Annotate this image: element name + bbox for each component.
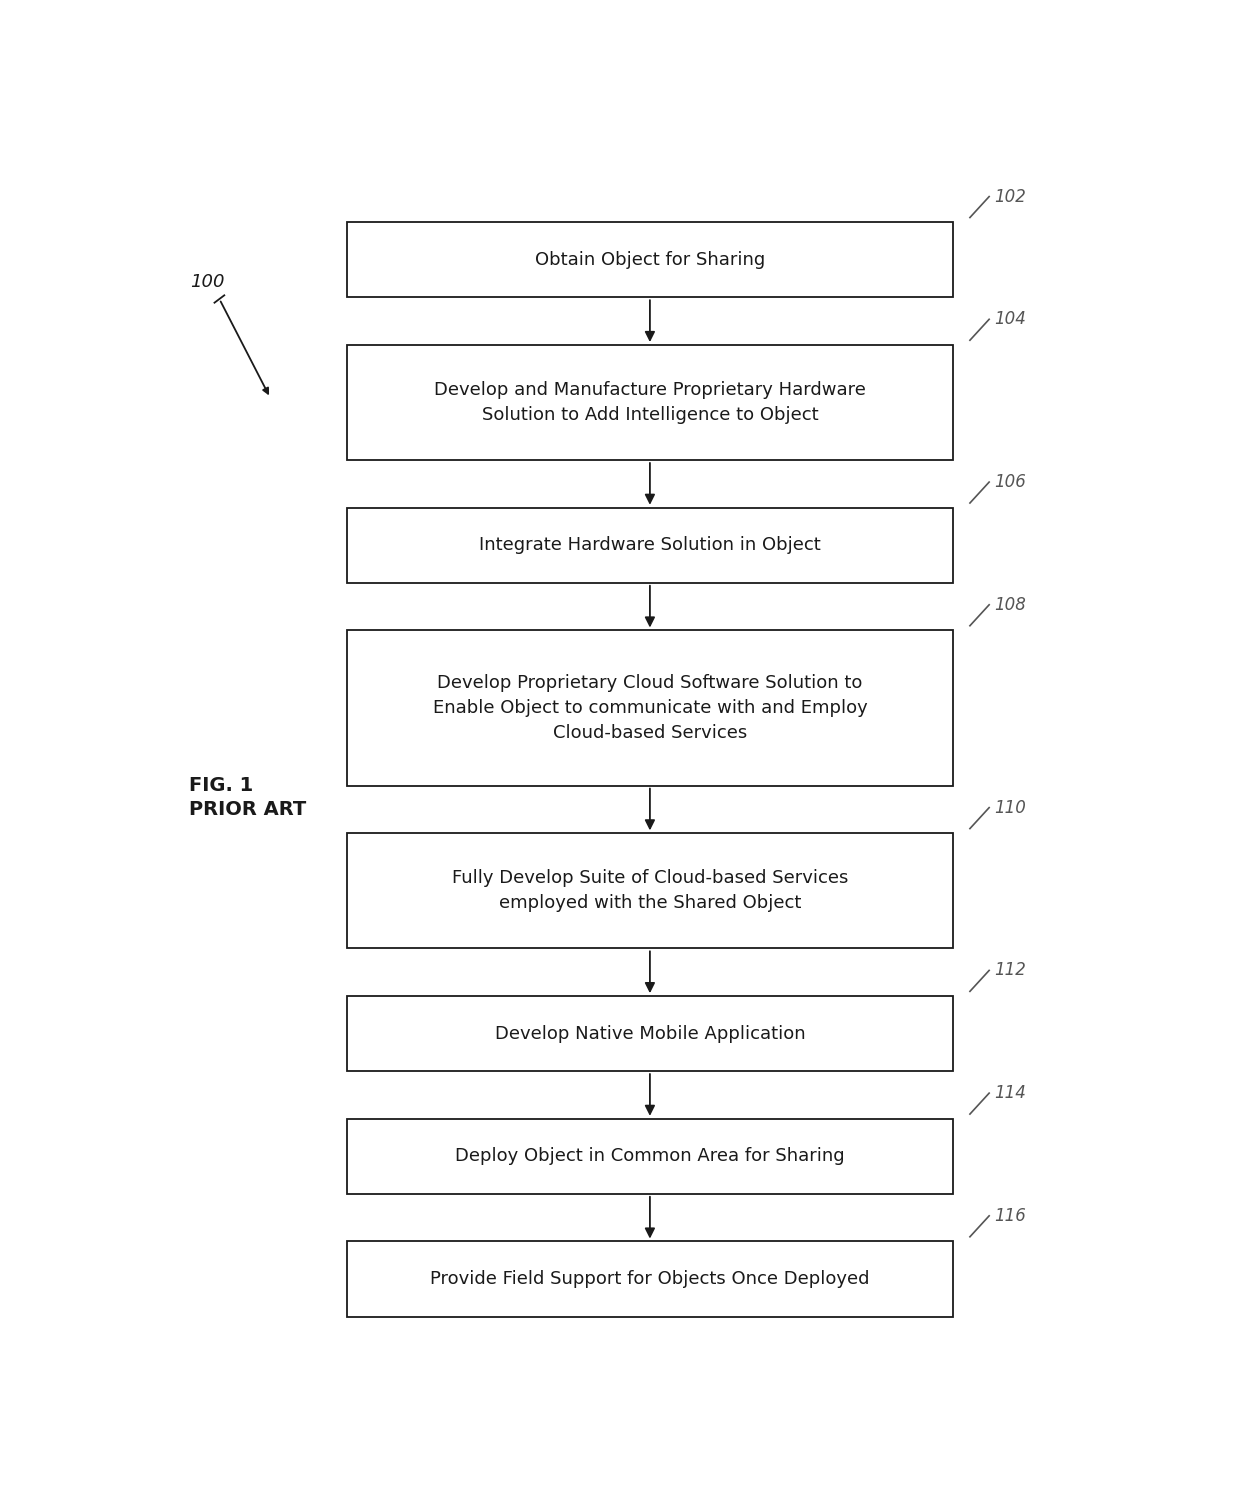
Text: Develop Native Mobile Application: Develop Native Mobile Application <box>495 1025 805 1043</box>
Text: 106: 106 <box>994 473 1025 491</box>
Bar <box>347 508 952 582</box>
Bar <box>347 1241 952 1317</box>
Text: FIG. 1: FIG. 1 <box>188 777 253 795</box>
Text: 114: 114 <box>994 1084 1025 1102</box>
Text: PRIOR ART: PRIOR ART <box>188 800 306 820</box>
Text: 100: 100 <box>191 272 226 290</box>
Bar <box>347 996 952 1070</box>
Bar <box>347 833 952 948</box>
Text: Develop and Manufacture Proprietary Hardware
Solution to Add Intelligence to Obj: Develop and Manufacture Proprietary Hard… <box>434 381 866 423</box>
Text: 112: 112 <box>994 962 1025 980</box>
Bar <box>347 631 952 786</box>
Text: Integrate Hardware Solution in Object: Integrate Hardware Solution in Object <box>479 537 821 555</box>
Text: 104: 104 <box>994 310 1025 328</box>
Text: 102: 102 <box>994 187 1025 206</box>
Text: 108: 108 <box>994 596 1025 614</box>
Text: Provide Field Support for Objects Once Deployed: Provide Field Support for Objects Once D… <box>430 1270 869 1288</box>
Text: Develop Proprietary Cloud Software Solution to
Enable Object to communicate with: Develop Proprietary Cloud Software Solut… <box>433 674 867 742</box>
Bar <box>347 345 952 460</box>
Text: Fully Develop Suite of Cloud-based Services
employed with the Shared Object: Fully Develop Suite of Cloud-based Servi… <box>451 869 848 912</box>
Bar <box>347 222 952 298</box>
Text: 116: 116 <box>994 1207 1025 1225</box>
Bar <box>347 1119 952 1194</box>
Text: Obtain Object for Sharing: Obtain Object for Sharing <box>534 251 765 269</box>
Text: Deploy Object in Common Area for Sharing: Deploy Object in Common Area for Sharing <box>455 1148 844 1166</box>
Text: 110: 110 <box>994 798 1025 816</box>
